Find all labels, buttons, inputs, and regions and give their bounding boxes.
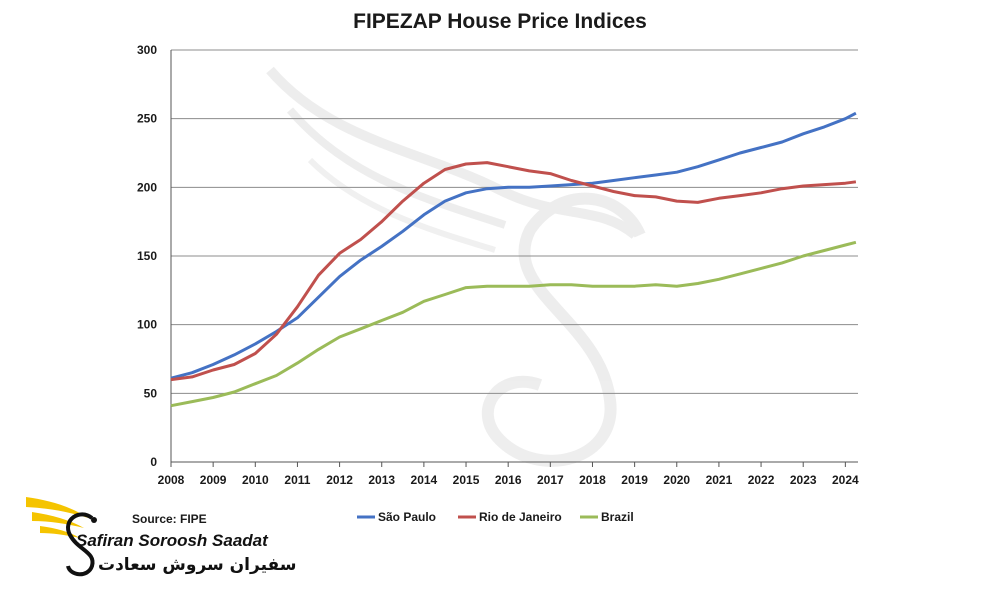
legend: São Paulo Rio de Janeiro Brazil [357, 510, 634, 524]
x-tick-label-2016: 2016 [495, 473, 522, 487]
x-tick-label-2012: 2012 [326, 473, 353, 487]
series-line-rio-de-janeiro [170, 161, 857, 382]
x-tick-label-2014: 2014 [411, 473, 438, 487]
legend-label-rio-de-janeiro: Rio de Janeiro [479, 510, 562, 524]
legend-label-sao-paulo: São Paulo [378, 510, 436, 524]
x-tick-label-2015: 2015 [453, 473, 480, 487]
x-tick-label-2009: 2009 [200, 473, 227, 487]
y-tick-label-150: 150 [137, 249, 157, 263]
x-tick-label-2011: 2011 [284, 473, 310, 487]
brand-name-en: Safiran Soroosh Saadat [76, 531, 269, 550]
x-tick-label-2020: 2020 [663, 473, 690, 487]
y-tick-label-200: 200 [137, 180, 157, 194]
x-tick-label-2017: 2017 [537, 473, 564, 487]
x-tick-label-2008: 2008 [158, 473, 185, 487]
y-tick-label-100: 100 [137, 318, 157, 332]
y-tick-label-300: 300 [137, 43, 157, 57]
y-tick-label-250: 250 [137, 112, 157, 126]
legend-label-brazil: Brazil [601, 510, 634, 524]
chart-title: FIPEZAP House Price Indices [353, 10, 647, 33]
x-tick-label-2021: 2021 [706, 473, 733, 487]
y-axis: 0 50 100 150 200 250 300 [137, 43, 172, 469]
grid [171, 49, 858, 394]
x-tick-label-2013: 2013 [368, 473, 395, 487]
brand-logo: Safiran Soroosh Saadat سفیران سروش سعادت [26, 497, 296, 577]
y-tick-label-50: 50 [144, 386, 158, 400]
x-tick-label-2022: 2022 [748, 473, 775, 487]
winged-logo-icon [26, 497, 97, 577]
x-tick-label-2024: 2024 [832, 473, 859, 487]
series-line-brazil [170, 240, 857, 408]
x-tick-label-2019: 2019 [621, 473, 648, 487]
x-tick-label-2010: 2010 [242, 473, 269, 487]
x-tick-label-2018: 2018 [579, 473, 606, 487]
watermark-bird-icon [266, 66, 646, 467]
source-note: Source: FIPE [132, 512, 207, 526]
x-axis: 2008 2009 2010 2011 2012 2013 2014 2015 2016 2017… [158, 461, 859, 487]
series-line-s-o-paulo [170, 111, 857, 380]
y-tick-label-0: 0 [150, 455, 157, 469]
brand-name-fa: سفیران سروش سعادت [98, 555, 296, 575]
series-lines [170, 111, 857, 408]
x-tick-label-2023: 2023 [790, 473, 817, 487]
